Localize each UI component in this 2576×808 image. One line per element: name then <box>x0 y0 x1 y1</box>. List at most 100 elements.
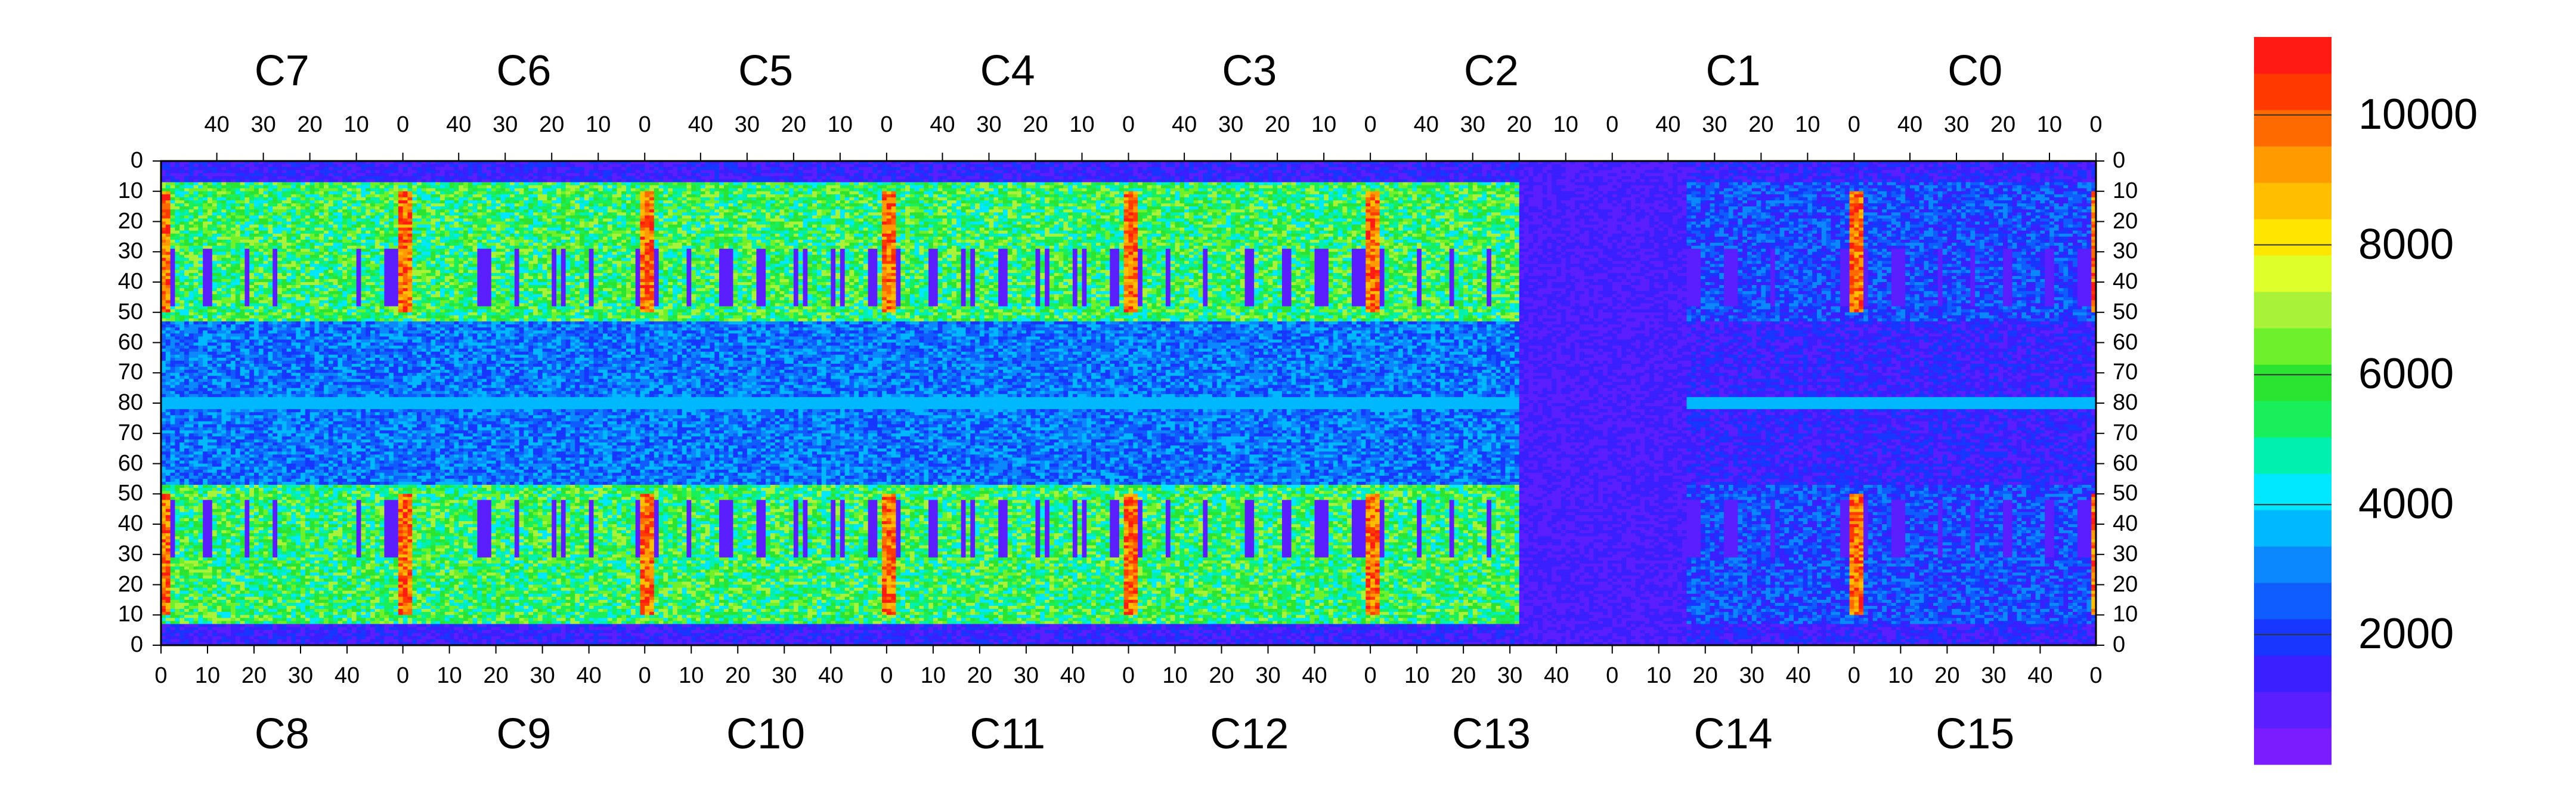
bottom-chip-label: C13 <box>1452 710 1531 759</box>
colorbar-segment <box>2254 583 2332 620</box>
bottom-tick-label: 40 <box>1544 663 1569 689</box>
bottom-tick-label: 30 <box>1014 663 1039 689</box>
right-tick-label: 0 <box>2113 148 2125 174</box>
top-tick-label: 40 <box>1172 112 1197 138</box>
bottom-tick-label: 10 <box>436 663 462 689</box>
right-tick-label: 50 <box>2113 481 2138 506</box>
top-tick-label: 30 <box>250 112 275 138</box>
colorbar-segment <box>2254 364 2332 401</box>
colorbar-segment <box>2254 37 2332 74</box>
left-tick-label: 40 <box>118 511 143 537</box>
top-tick-label: 0 <box>397 112 409 138</box>
top-tick-label: 10 <box>1311 112 1336 138</box>
top-chip-label: C0 <box>1948 47 2002 95</box>
bottom-tick-label: 20 <box>483 663 508 689</box>
bottom-tick-label: 30 <box>1981 663 2006 689</box>
bottom-tick-label: 20 <box>1693 663 1718 689</box>
colorbar <box>2254 37 2332 765</box>
top-tick-label: 10 <box>2037 112 2062 138</box>
colorbar-tick-label: 8000 <box>2358 220 2454 269</box>
bottom-chip-label: C11 <box>970 710 1045 759</box>
top-tick-label: 0 <box>880 112 893 138</box>
right-tick-label: 60 <box>2113 330 2138 355</box>
top-chip-label: C4 <box>980 47 1035 95</box>
top-tick-label: 40 <box>1655 112 1680 138</box>
left-tick-label: 30 <box>118 239 143 264</box>
bottom-tick-label: 0 <box>397 663 409 689</box>
bottom-tick-label: 10 <box>1888 663 1913 689</box>
top-tick-label: 10 <box>1795 112 1820 138</box>
top-chip-label: C2 <box>1464 47 1519 95</box>
bottom-tick-label: 0 <box>1848 663 1860 689</box>
top-tick-label: 0 <box>1606 112 1618 138</box>
bottom-tick-label: 0 <box>639 663 651 689</box>
left-tick-label: 20 <box>118 209 143 234</box>
top-tick-label: 0 <box>1364 112 1377 138</box>
top-tick-label: 20 <box>539 112 564 138</box>
top-tick-label: 30 <box>493 112 518 138</box>
top-tick-label: 0 <box>1848 112 1860 138</box>
bottom-tick-label: 0 <box>1364 663 1377 689</box>
bottom-tick-label: 20 <box>967 663 992 689</box>
top-tick-label: 30 <box>1944 112 1969 138</box>
left-tick-label: 50 <box>118 481 143 506</box>
bottom-tick-label: 20 <box>725 663 750 689</box>
top-chip-label: C6 <box>496 47 551 95</box>
left-tick-label: 60 <box>118 451 143 476</box>
bottom-tick-label: 10 <box>921 663 946 689</box>
top-tick-label: 40 <box>446 112 471 138</box>
left-tick-label: 40 <box>118 269 143 295</box>
bottom-tick-label: 30 <box>1739 663 1764 689</box>
right-tick-label: 70 <box>2113 420 2138 446</box>
colorbar-segment <box>2254 692 2332 729</box>
top-chip-label: C1 <box>1706 47 1761 95</box>
heatmap-cells <box>161 161 2097 646</box>
right-tick-label: 70 <box>2113 360 2138 385</box>
top-tick-label: 30 <box>1702 112 1727 138</box>
bottom-tick-label: 10 <box>195 663 220 689</box>
top-tick-label: 30 <box>1460 112 1485 138</box>
top-tick-label: 40 <box>1414 112 1439 138</box>
left-tick-label: 60 <box>118 330 143 355</box>
top-tick-label: 20 <box>1265 112 1290 138</box>
colorbar-segment <box>2254 655 2332 692</box>
bottom-tick-label: 40 <box>1786 663 1811 689</box>
right-tick-label: 60 <box>2113 451 2138 476</box>
bottom-tick-label: 0 <box>880 663 893 689</box>
left-tick-label: 0 <box>131 632 143 658</box>
top-tick-label: 40 <box>688 112 713 138</box>
right-tick-label: 10 <box>2113 602 2138 627</box>
colorbar-segment <box>2254 619 2332 656</box>
colorbar-segment <box>2254 437 2332 474</box>
top-tick-label: 10 <box>586 112 611 138</box>
top-tick-label: 0 <box>2089 112 2102 138</box>
right-tick-label: 0 <box>2113 632 2125 658</box>
bottom-tick-label: 30 <box>1497 663 1522 689</box>
top-tick-label: 20 <box>1748 112 1773 138</box>
left-tick-label: 70 <box>118 420 143 446</box>
top-tick-label: 40 <box>930 112 955 138</box>
left-tick-label: 80 <box>118 390 143 416</box>
top-tick-label: 10 <box>1069 112 1094 138</box>
bottom-tick-label: 20 <box>242 663 267 689</box>
bottom-chip-label: C15 <box>1936 710 2014 759</box>
bottom-tick-label: 20 <box>1934 663 1959 689</box>
colorbar-tick-label: 2000 <box>2358 609 2454 658</box>
top-chip-label: C7 <box>255 47 309 95</box>
bottom-tick-label: 40 <box>1302 663 1327 689</box>
bottom-chip-label: C8 <box>255 710 309 759</box>
bottom-tick-label: 20 <box>1451 663 1476 689</box>
left-tick-label: 70 <box>118 360 143 385</box>
top-tick-label: 10 <box>343 112 369 138</box>
bottom-tick-label: 0 <box>1606 663 1618 689</box>
bottom-chip-label: C9 <box>496 710 551 759</box>
left-tick-label: 30 <box>118 541 143 567</box>
right-tick-label: 40 <box>2113 511 2138 537</box>
top-chip-label: C5 <box>738 47 793 95</box>
colorbar-tick-label: 6000 <box>2358 349 2454 398</box>
colorbar-segment <box>2254 146 2332 183</box>
right-tick-label: 40 <box>2113 269 2138 295</box>
bottom-tick-label: 40 <box>1060 663 1085 689</box>
right-tick-label: 20 <box>2113 209 2138 234</box>
